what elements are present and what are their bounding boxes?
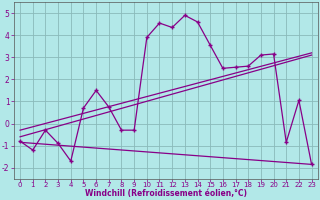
X-axis label: Windchill (Refroidissement éolien,°C): Windchill (Refroidissement éolien,°C) — [85, 189, 247, 198]
